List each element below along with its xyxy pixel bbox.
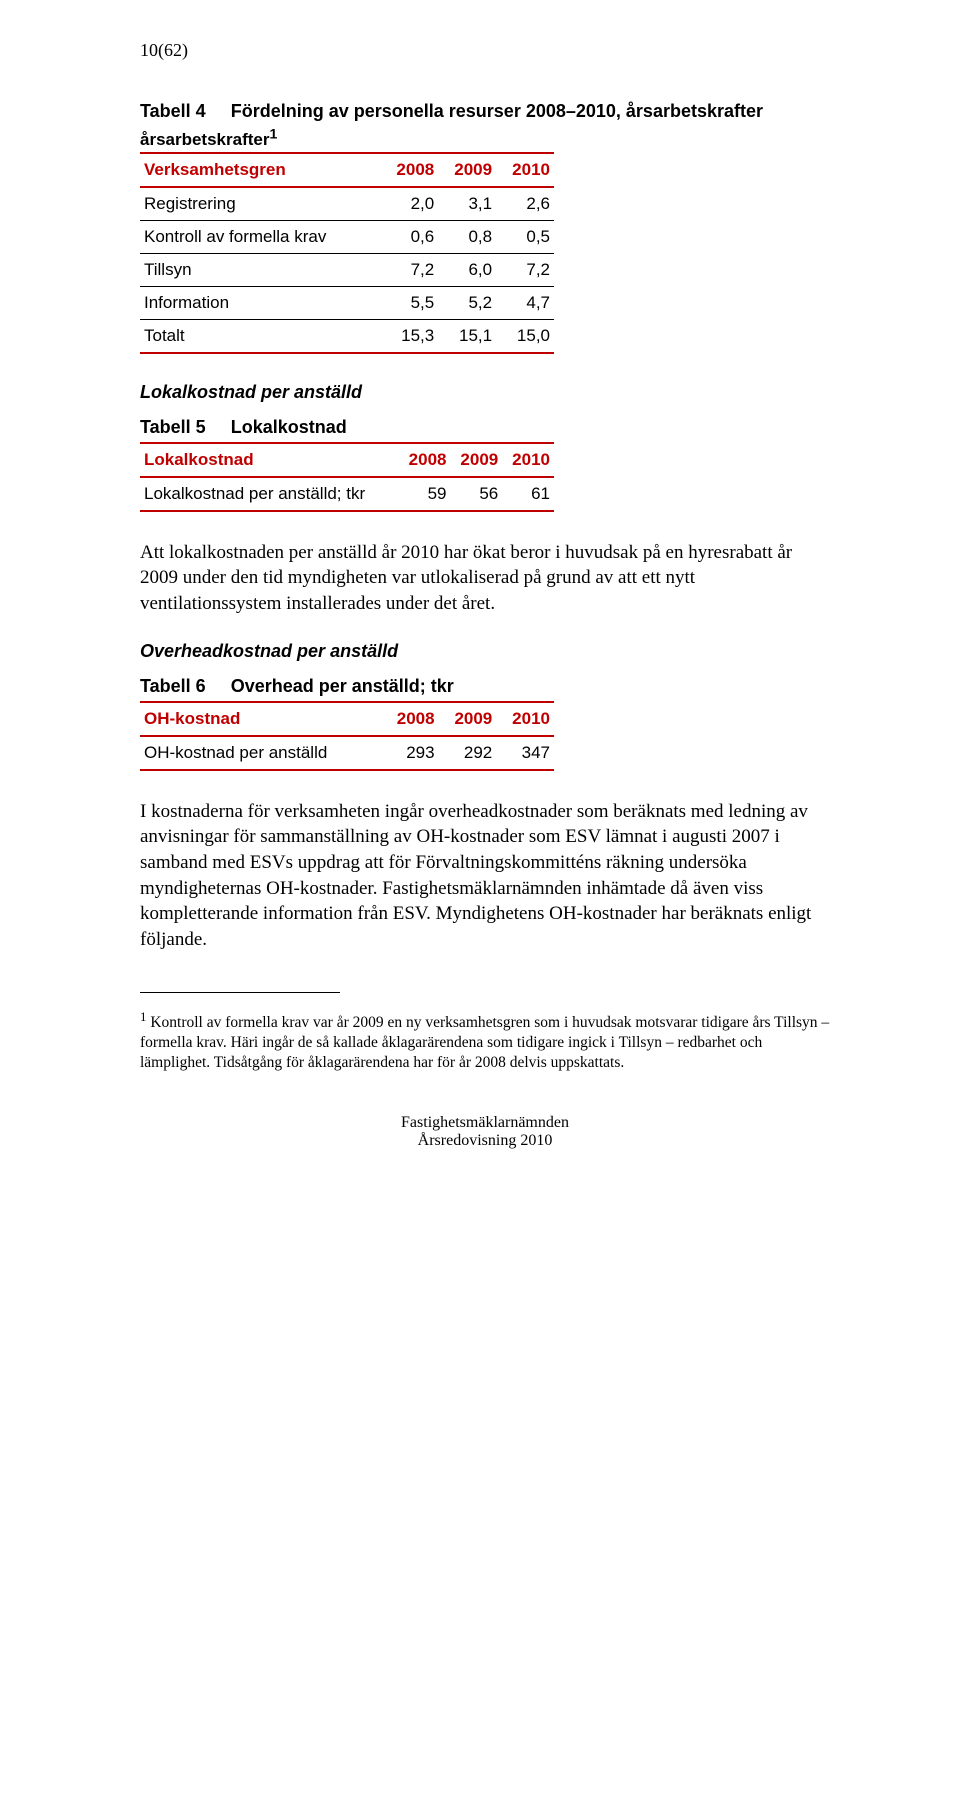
cell: 59 [399,477,451,511]
section6-heading: Overheadkostnad per anställd [140,641,830,662]
footnote-separator [140,992,340,993]
table6-caption: Overhead per anställd; tkr [231,676,454,696]
page-footer: Fastighetsmäklarnämnden Årsredovisning 2… [140,1114,830,1150]
table4-label: Tabell 4 [140,101,206,121]
cell: 292 [439,736,497,770]
cell-label: OH-kostnad per anställd [140,736,381,770]
footer-line1: Fastighetsmäklarnämnden [140,1114,830,1132]
table5-label: Tabell 5 [140,417,206,437]
table4-h3: 2010 [496,153,554,187]
cell: 0,8 [438,220,496,253]
table4-h0: Verksamhetsgren [140,153,380,187]
footnote: 1 Kontroll av formella krav var år 2009 … [140,1009,830,1074]
section5-heading: Lokalkostnad per anställd [140,382,830,403]
cell: 6,0 [438,253,496,286]
cell: 2,0 [380,187,438,221]
cell: 7,2 [380,253,438,286]
cell: 15,1 [438,319,496,353]
table5-h1: 2008 [399,443,451,477]
table5-caption: Lokalkostnad [231,417,347,437]
cell: 3,1 [438,187,496,221]
table4: Verksamhetsgren 2008 2009 2010 Registrer… [140,152,554,354]
table6-label: Tabell 6 [140,676,206,696]
table6: OH-kostnad 2008 2009 2010 OH-kostnad per… [140,701,554,771]
table5-h3: 2010 [502,443,554,477]
page-number: 10(62) [140,40,830,61]
table6-title: Tabell 6 Overhead per anställd; tkr [140,676,830,697]
table5-h0: Lokalkostnad [140,443,399,477]
table6-h1: 2008 [381,702,439,736]
table6-h2: 2009 [439,702,497,736]
footnote-text: Kontroll av formella krav var år 2009 en… [140,1014,829,1071]
cell: 0,6 [380,220,438,253]
table4-header-row: Verksamhetsgren 2008 2009 2010 [140,153,554,187]
table4-subtitle: årsarbetskrafter1 [140,126,830,150]
document-page: 10(62) Tabell 4 Fördelning av personella… [0,0,960,1210]
table5: Lokalkostnad 2008 2009 2010 Lokalkostnad… [140,442,554,512]
table-row: Registrering 2,0 3,1 2,6 [140,187,554,221]
table4-title: Tabell 4 Fördelning av personella resurs… [140,101,830,122]
cell: 15,0 [496,319,554,353]
cell-label: Kontroll av formella krav [140,220,380,253]
table5-h2: 2009 [450,443,502,477]
cell: 293 [381,736,439,770]
cell: 15,3 [380,319,438,353]
table5-title: Tabell 5 Lokalkostnad [140,417,830,438]
cell: 347 [496,736,554,770]
table-row: OH-kostnad per anställd 293 292 347 [140,736,554,770]
table-row: Kontroll av formella krav 0,6 0,8 0,5 [140,220,554,253]
table6-h3: 2010 [496,702,554,736]
table-row: Information 5,5 5,2 4,7 [140,286,554,319]
cell-label: Information [140,286,380,319]
table6-header-row: OH-kostnad 2008 2009 2010 [140,702,554,736]
table5-header-row: Lokalkostnad 2008 2009 2010 [140,443,554,477]
cell: 5,5 [380,286,438,319]
cell: 0,5 [496,220,554,253]
cell: 7,2 [496,253,554,286]
cell-label: Totalt [140,319,380,353]
table-row: Tillsyn 7,2 6,0 7,2 [140,253,554,286]
cell: 2,6 [496,187,554,221]
footnote-ref: 1 [269,126,277,142]
section6-paragraph: I kostnaderna för verksamheten ingår ove… [140,799,830,953]
cell: 4,7 [496,286,554,319]
cell-label: Lokalkostnad per anställd; tkr [140,477,399,511]
table-row: Lokalkostnad per anställd; tkr 59 56 61 [140,477,554,511]
cell-label: Tillsyn [140,253,380,286]
table4-h1: 2008 [380,153,438,187]
cell: 56 [450,477,502,511]
table4-caption: Fördelning av personella resurser 2008–2… [231,101,763,121]
cell-label: Registrering [140,187,380,221]
footer-line2: Årsredovisning 2010 [140,1132,830,1150]
table-row: Totalt 15,3 15,1 15,0 [140,319,554,353]
section5-paragraph: Att lokalkostnaden per anställd år 2010 … [140,540,830,617]
table4-h2: 2009 [438,153,496,187]
table6-h0: OH-kostnad [140,702,381,736]
cell: 5,2 [438,286,496,319]
cell: 61 [502,477,554,511]
